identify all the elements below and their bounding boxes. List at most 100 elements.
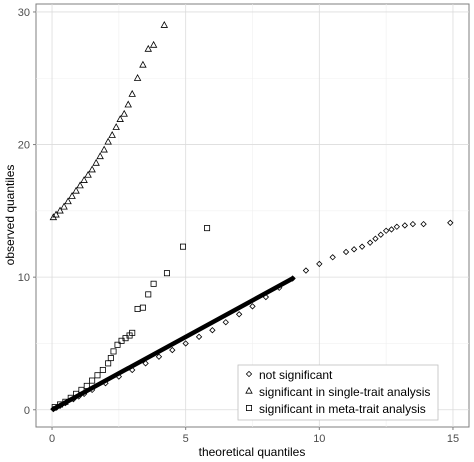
meta-trait-point [78,386,85,393]
meta-trait-point [62,398,69,405]
meta-trait-point [110,348,117,355]
not-significant-point [289,275,296,282]
not-significant-point [129,366,136,374]
not-significant-point [377,231,384,238]
single-trait-point [139,60,147,68]
not-significant-point [195,333,203,340]
not-significant-point [358,243,366,250]
meta-trait-point [73,390,80,397]
meta-trait-point [107,355,114,362]
not-significant-point [102,380,109,387]
legend-label-meta-trait: significant in meta-trait analysis [259,402,426,416]
not-significant-point [182,340,189,347]
meta-trait-point [114,341,121,348]
data-points [49,20,454,413]
meta-trait-point [150,280,157,287]
single-trait-point [68,192,76,199]
not-significant-point [401,222,409,229]
single-trait-point [160,20,169,28]
single-trait-series [49,20,169,221]
not-significant-point [393,223,400,230]
single-trait-point [96,152,104,160]
meta-trait-point [180,243,187,250]
meta-trait-point [99,366,106,373]
single-trait-point [116,115,124,122]
single-trait-point [52,210,60,218]
not-significant-point [262,293,270,301]
single-trait-point [72,186,80,194]
single-trait-point [80,176,88,183]
major-gridlines [36,4,469,427]
single-trait-point [104,137,112,145]
not-significant-point [420,220,427,228]
not-significant-point [222,319,229,326]
single-trait-point [128,89,136,97]
not-significant-point [56,402,64,409]
not-significant-point [350,246,358,253]
not-significant-point [409,220,417,228]
meta-trait-series [51,225,211,411]
not-significant-point [209,327,216,334]
meta-trait-point [139,304,146,311]
not-significant-point [388,226,395,233]
not-significant-series [50,219,454,413]
not-significant-point [447,219,454,226]
not-significant-point [329,254,336,261]
not-significant-point [50,405,57,413]
single-trait-point [84,170,92,178]
not-significant-point [342,248,350,256]
not-significant-point [155,353,163,360]
meta-trait-point [89,377,96,384]
not-significant-point [62,399,69,407]
not-significant-point [75,393,82,400]
y-axis-ticks: 0 10 20 30 [18,7,36,417]
single-trait-point [92,158,100,166]
meta-trait-point [94,372,101,379]
single-trait-point [133,74,142,81]
meta-trait-point [145,291,152,298]
not-significant-point [276,284,283,291]
not-significant-point [302,267,310,274]
single-trait-point [112,123,120,130]
legend-label-single-trait: significant in single-trait analysis [259,385,430,399]
single-trait-point [120,109,128,117]
not-significant-point [372,235,379,242]
x-tick-label: 0 [49,433,55,445]
meta-trait-point [67,394,74,401]
not-significant-point [249,303,256,310]
y-tick-label: 30 [18,7,30,19]
single-trait-point [60,202,68,210]
legend-key-not-significant [245,370,253,378]
not-significant-point [70,395,77,403]
single-trait-point [144,44,152,52]
single-trait-point [108,131,116,138]
y-tick-label: 0 [24,405,30,417]
meta-trait-point [83,382,90,389]
not-significant-point [382,227,390,234]
y-tick-label: 10 [18,272,30,284]
legend-key-single-trait [245,386,253,394]
not-significant-point [88,386,96,394]
not-significant-dense-band [51,276,295,412]
y-axis-title: observed quantiles [3,165,17,266]
x-tick-label: 5 [183,433,189,445]
not-significant-point [235,311,243,318]
x-axis-ticks: 0 5 10 15 [49,427,459,445]
single-trait-point [88,165,96,173]
meta-trait-point [163,270,170,277]
x-tick-label: 10 [313,433,325,445]
legend-keys [245,370,253,411]
legend-key-meta-trait [245,404,252,411]
single-trait-point [124,100,132,108]
x-tick-label: 15 [447,433,459,445]
not-significant-point [142,360,149,367]
meta-trait-point [204,225,211,232]
legend: not significant significant in single-tr… [237,364,439,421]
x-axis-title: theoretical quantiles [199,445,306,459]
single-trait-point [149,40,158,48]
not-significant-point [366,239,374,246]
single-trait-point [76,181,84,189]
not-significant-point [80,390,88,398]
single-trait-point [56,206,64,214]
